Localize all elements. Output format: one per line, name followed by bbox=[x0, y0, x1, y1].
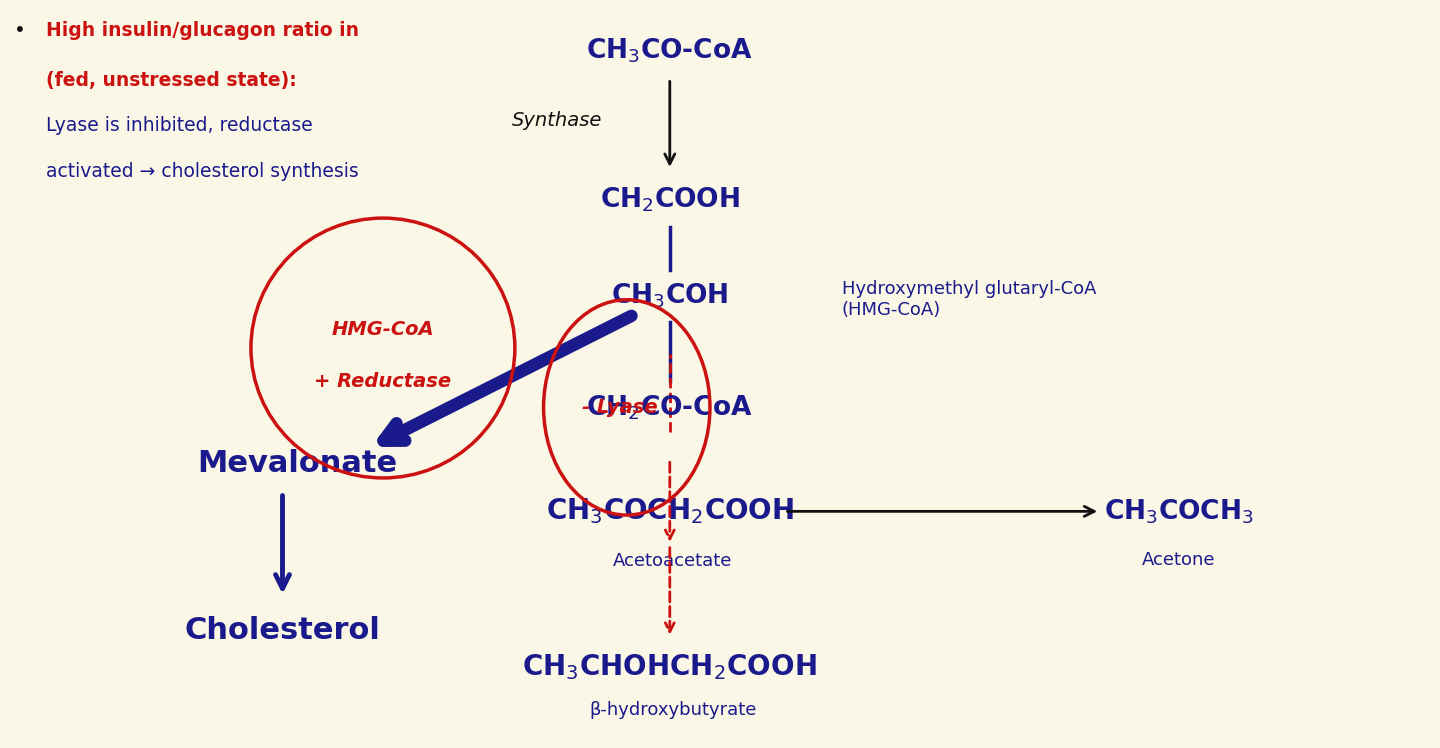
Text: Synthase: Synthase bbox=[513, 111, 602, 129]
Text: Mevalonate: Mevalonate bbox=[197, 449, 397, 477]
Text: Hydroxymethyl glutaryl-CoA
(HMG-CoA): Hydroxymethyl glutaryl-CoA (HMG-CoA) bbox=[842, 280, 1096, 319]
Text: CH$_3$COCH$_2$COOH: CH$_3$COCH$_2$COOH bbox=[546, 497, 793, 527]
Text: CH$_2$CO-CoA: CH$_2$CO-CoA bbox=[586, 393, 753, 422]
Text: - Lyase: - Lyase bbox=[582, 398, 658, 417]
Text: Acetoacetate: Acetoacetate bbox=[613, 552, 733, 570]
Text: Lyase is inhibited, reductase: Lyase is inhibited, reductase bbox=[46, 117, 312, 135]
Text: β-hydroxybutyrate: β-hydroxybutyrate bbox=[589, 701, 756, 719]
Text: CH$_3$COCH$_3$: CH$_3$COCH$_3$ bbox=[1104, 497, 1254, 526]
Text: HMG-CoA: HMG-CoA bbox=[331, 320, 435, 339]
Text: CH$_3$CHOHCH$_2$COOH: CH$_3$CHOHCH$_2$COOH bbox=[523, 652, 816, 682]
Text: •: • bbox=[14, 22, 26, 40]
Text: CH$_3$COH: CH$_3$COH bbox=[611, 282, 729, 310]
Text: + Reductase: + Reductase bbox=[314, 372, 452, 391]
Text: CH$_3$CO-CoA: CH$_3$CO-CoA bbox=[586, 37, 753, 65]
Text: activated → cholesterol synthesis: activated → cholesterol synthesis bbox=[46, 162, 359, 181]
Text: CH$_2$COOH: CH$_2$COOH bbox=[600, 186, 740, 214]
Text: High insulin/glucagon ratio in: High insulin/glucagon ratio in bbox=[46, 22, 359, 40]
Text: Acetone: Acetone bbox=[1142, 551, 1215, 568]
Text: Cholesterol: Cholesterol bbox=[184, 616, 380, 645]
Text: (fed, unstressed state):: (fed, unstressed state): bbox=[46, 71, 297, 90]
